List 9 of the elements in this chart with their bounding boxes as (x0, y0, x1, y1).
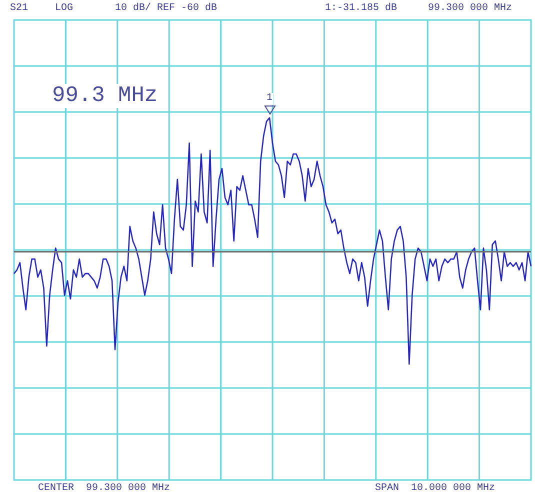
annotation: 1 (266, 92, 273, 105)
text: 99.300 000 MHz (428, 3, 512, 15)
text: 99.3 MHz (52, 83, 158, 108)
text: 10 dB/ REF -60 dB (115, 3, 218, 15)
text: S21 (10, 3, 28, 15)
text: SPAN 10.000 000 MHz (375, 483, 496, 495)
text: LOG (55, 3, 74, 15)
text: 1:-31.185 dB (325, 3, 398, 15)
text: CENTER 99.300 000 MHz (38, 483, 170, 495)
